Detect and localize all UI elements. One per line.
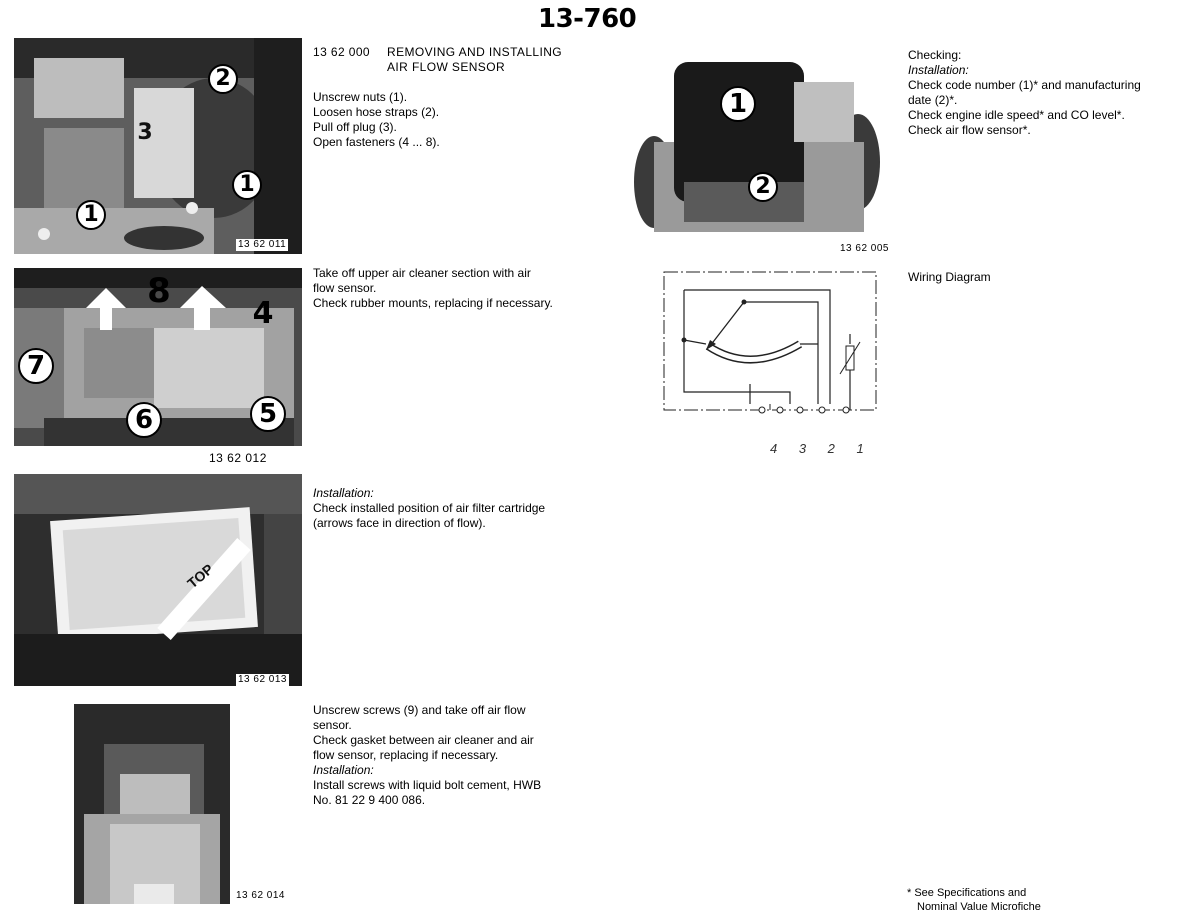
photo-air-flow-sensor: 1 2 [634, 42, 880, 242]
step2-line: flow sensor. [313, 281, 377, 295]
step2-text: Take off upper air cleaner section with … [313, 266, 553, 311]
wiring-diagram-label: Wiring Diagram [908, 270, 991, 284]
step4-text: Unscrew screws (9) and take off air flow… [313, 703, 541, 808]
checking-line: date (2)*. [908, 93, 958, 107]
step2-line: Take off upper air cleaner section with … [313, 266, 531, 280]
callout-1: 1 [720, 86, 756, 122]
photo-reference-number: 13 62 012 [209, 451, 267, 465]
step4-install-line: No. 81 22 9 400 086. [313, 793, 426, 807]
checking-line: Check code number (1)* and manufacturing [908, 78, 1141, 92]
checking-line: Check engine idle speed* and CO level*. [908, 108, 1125, 122]
callout-6: 6 [126, 402, 162, 438]
callout-1: 1 [232, 170, 262, 200]
step1-line: Unscrew nuts (1). [313, 90, 408, 104]
callout-3: 3 [137, 120, 153, 145]
callout-1: 1 [76, 200, 106, 230]
footnote-line2: Nominal Value Microfiche [917, 901, 1041, 913]
step3-line: (arrows face in direction of flow). [313, 516, 486, 530]
step4-install-line: Install screws with liquid bolt cement, … [313, 778, 542, 792]
step4-line: sensor. [313, 718, 352, 732]
page-number: 13-760 [538, 4, 637, 34]
photo-air-flow-sensor-screws [74, 704, 230, 904]
checking-text: Checking: Installation: Check code numbe… [908, 48, 1141, 138]
photo-image [634, 42, 880, 242]
photo-reference-number: 13 62 013 [236, 674, 289, 686]
installation-label: Installation: [313, 763, 374, 777]
step4-line: Check gasket between air cleaner and air [313, 733, 534, 747]
step3-text: Installation: Check installed position o… [313, 486, 545, 531]
photo-reference-number: 13 62 014 [234, 890, 287, 902]
checking-line: Check air flow sensor*. [908, 123, 1031, 137]
section-title-line2: AIR FLOW SENSOR [387, 60, 506, 74]
step1-line: Pull off plug (3). [313, 120, 397, 134]
step1-line: Open fasteners (4 ... 8). [313, 135, 440, 149]
step4-line: flow sensor, replacing if necessary. [313, 748, 499, 762]
photo-reference-number: 13 62 005 [840, 243, 889, 254]
photo-air-filter-cartridge: TOP 13 62 013 [14, 474, 302, 686]
photo-reference-number: 13 62 011 [236, 239, 289, 251]
footnote-line1: * See Specifications and [907, 887, 1027, 899]
callout-4: 4 [252, 296, 274, 331]
wiring-terminal-numbers: 4 3 2 1 [770, 441, 873, 456]
callout-2: 2 [748, 172, 778, 202]
photo-engine-bay-nuts: 2 3 1 1 13 62 011 [14, 38, 302, 254]
callout-5: 5 [250, 396, 286, 432]
step1-line: Loosen hose straps (2). [313, 105, 440, 119]
wiring-diagram [663, 271, 877, 414]
callout-7: 7 [18, 348, 54, 384]
callout-2: 2 [208, 64, 238, 94]
section-code: 13 62 000 [313, 45, 370, 59]
photo-image [14, 38, 302, 254]
installation-label: Installation: [908, 63, 969, 77]
callout-8: 8 [147, 271, 171, 311]
checking-title: Checking: [908, 48, 962, 62]
photo-air-cleaner-fasteners: 8 4 7 6 5 [14, 268, 302, 446]
step1-text: Unscrew nuts (1). Loosen hose straps (2)… [313, 90, 440, 150]
installation-label: Installation: [313, 486, 374, 500]
step2-line: Check rubber mounts, replacing if necess… [313, 296, 553, 310]
step4-line: Unscrew screws (9) and take off air flow [313, 703, 526, 717]
step3-line: Check installed position of air filter c… [313, 501, 546, 515]
footnote: * See Specifications and Nominal Value M… [907, 886, 1041, 914]
section-title-line1: REMOVING AND INSTALLING [387, 45, 563, 59]
section-heading: 13 62 000 REMOVING AND INSTALLING AIR FLO… [313, 45, 562, 75]
photo-image [14, 474, 302, 686]
photo-image [74, 704, 230, 904]
